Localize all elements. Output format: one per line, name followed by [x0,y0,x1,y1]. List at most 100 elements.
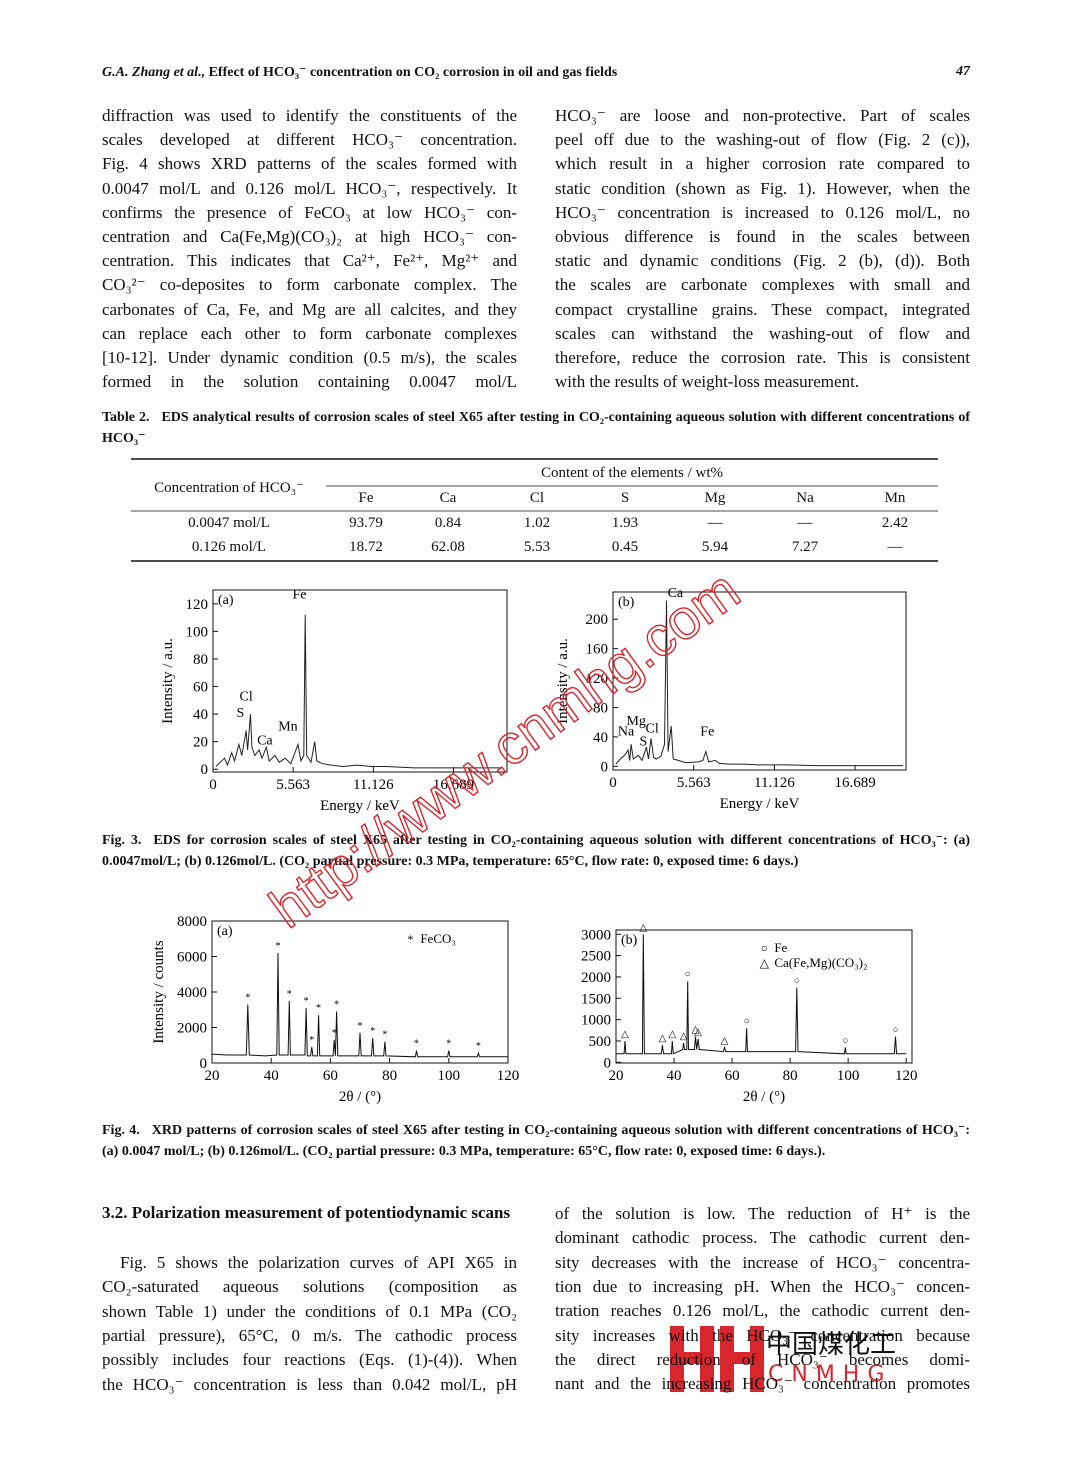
peak-marker: * [476,1041,481,1052]
panel-tag: (a) [217,924,233,939]
table-cell: — [797,515,813,531]
text-line: therefore, reduce the corrosion rate. Th… [555,348,970,367]
peak-marker: △ [659,1033,667,1044]
x-tick-label: 80 [382,1068,397,1084]
peak-marker: ○ [892,1025,898,1036]
peak-marker: ○ [842,1035,848,1046]
panel-tag: (b) [621,933,638,948]
plot-frame [612,591,907,771]
table-cell: — [707,515,723,531]
table-column-header: Na [796,490,814,506]
peak-marker: * [287,989,292,1000]
table-column-header: Mn [884,490,906,506]
x-tick-label: 5.563 [276,777,310,793]
text-line: sity increases with the HCO₃⁻ concentrat… [555,1325,970,1345]
y-tick-label: 2500 [581,949,611,965]
x-tick-label: 11.126 [754,775,795,791]
legend-label: Fe [774,940,787,955]
table-column-header: Mg [704,490,726,506]
table-cell: 5.53 [523,539,551,555]
y-tick-label: 0 [201,762,209,778]
y-tick-label: 3000 [581,927,611,943]
y-tick-label: 0 [200,1056,208,1072]
x-tick-label: 40 [667,1068,682,1084]
logo-chinese: 中国煤化工 [766,1324,897,1361]
peak-label: Ca [257,733,273,748]
peak-label: Fe [700,724,714,739]
text-line: centration. This indicates that Ca²⁺, Fe… [102,251,517,271]
y-tick-label: 2000 [177,1021,207,1037]
text-line: Fig. 4 shows XRD patterns of the scales … [102,154,517,174]
x-tick-label: 0 [209,777,217,793]
peak-marker: △ [639,922,647,933]
header-authors: G.A. Zhang et al., [102,65,206,80]
spectrum-line [211,952,508,1058]
x-tick-label: 20 [205,1068,220,1084]
peak-label: Cl [240,689,253,704]
table-cell: 0.84 [434,515,462,531]
peak-label: Na [618,724,635,739]
x-tick-label: 60 [323,1068,338,1084]
text-line: formed in the solution containing 0.0047… [102,372,517,392]
y-tick-label: 1000 [581,1013,611,1029]
text-line: scales can withstand the washing-out of … [555,323,970,343]
text-line: shown Table 1) under the conditions of 0… [102,1301,517,1321]
y-axis-label: Intensity / a.u. [160,638,176,724]
figure-caption-text: XRD patterns of corrosion scales of stee… [102,1123,970,1159]
figure-label: Fig. 4. [102,1123,140,1138]
x-tick-label: 100 [438,1068,461,1084]
text-line: carbonates of Ca, Fe, and Mg are all cal… [102,299,517,319]
y-tick-label: 0 [601,759,609,775]
x-tick-label: 120 [895,1068,918,1084]
y-tick-label: 4000 [177,985,207,1001]
y-tick-label: 1500 [581,991,611,1007]
peak-marker: ○ [685,969,691,980]
figure-label: Fig. 3. [102,833,142,848]
text-line: the scales are carbonate complexes with … [555,275,970,295]
y-tick-label: 20 [193,735,208,751]
x-tick-label: 60 [725,1068,740,1084]
peak-label: S [640,735,648,750]
running-header: G.A. Zhang et al., Effect of HCO₃⁻ conce… [102,64,617,81]
table-caption-text: EDS analytical results of corrosion scal… [102,410,970,446]
table-column-header: Fe [358,490,374,506]
peak-marker: △ [621,1029,629,1040]
text-line: centration and Ca(Fe,Mg)(CO₃)₂ at high H… [102,227,517,246]
peak-marker: * [446,1039,451,1050]
y-tick-label: 0 [604,1055,612,1071]
peak-marker: * [309,1035,314,1046]
table-cell: 93.79 [349,515,383,531]
text-line: 0.0047 mol/L and 0.126 mol/L HCO₃⁻, resp… [102,178,517,198]
table-cell: 2.42 [881,515,909,531]
text-line: tion due to increasing pH. When the HCO₃… [555,1276,970,1296]
text-line: can replace each other to form carbonate… [102,323,517,343]
text-line: possibly includes four reactions (Eqs. (… [102,1350,517,1370]
y-tick-label: 100 [186,624,209,640]
table-row-header: Concentration of HCO₃⁻ [154,480,304,496]
y-tick-label: 2000 [581,970,611,986]
y-tick-label: 120 [586,671,609,687]
text-line: Fig. 5 shows the polarization curves of … [120,1253,517,1272]
text-line: the direct reduction of HCO₃⁻ becomes do… [555,1349,970,1369]
peak-label: S [236,706,244,721]
x-tick-label: 120 [497,1068,520,1084]
text-line: dominant cathodic process. The cathodic … [555,1228,970,1248]
table-group-header: Content of the elements / wt% [540,465,724,481]
y-axis-label: Intensity / a.u. [555,638,571,724]
table-cell: 0.126 mol/L [191,539,267,555]
section-heading: 3.2. Polarization measurement of potenti… [102,1203,511,1222]
y-tick-label: 60 [193,680,208,696]
text-line: [10-12]. Under dynamic condition (0.5 m/… [102,348,517,367]
y-tick-label: 120 [186,597,209,613]
text-line: which result in a higher corrosion rate … [555,154,970,174]
peak-marker: △ [680,1031,688,1042]
legend-marker: ○ [761,941,768,955]
x-axis-label: 2θ / (°) [743,1089,785,1105]
table-cell: 5.94 [701,539,729,555]
x-tick-label: 16.689 [834,775,875,791]
y-axis-label: Intensity / counts [151,940,167,1043]
x-tick-label: 80 [783,1068,798,1084]
logo-latin: CNMHG [768,1362,893,1387]
